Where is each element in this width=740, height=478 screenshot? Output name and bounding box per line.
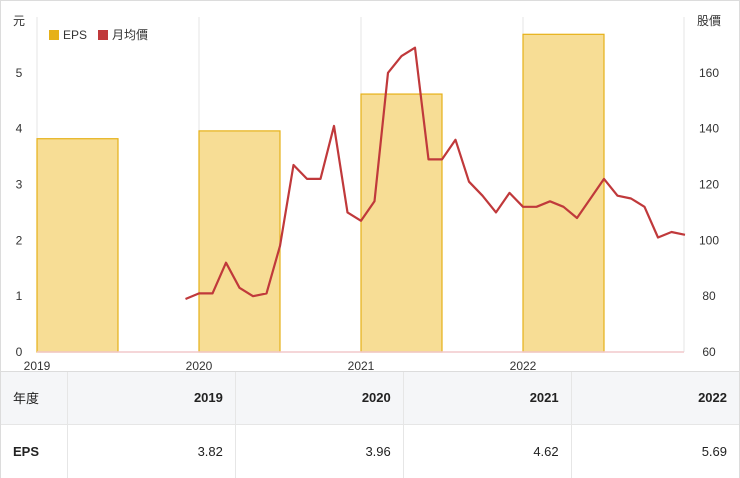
x-tick-label-2022: 2022 [510, 359, 537, 371]
eps-data-table: 年度 2019 2020 2021 2022 EPS 3.82 3.96 4.6… [1, 372, 739, 478]
header-year-label: 年度 [1, 372, 68, 424]
header-col-2020: 2020 [235, 372, 404, 424]
legend-swatch-1 [98, 30, 108, 40]
price-line [185, 46, 686, 301]
header-col-2019: 2019 [67, 372, 236, 424]
right-tick-label-160: 160 [699, 66, 719, 80]
eps-bar-2021 [360, 93, 443, 353]
eps-price-chart: 0 1 2 3 4 5 60 80 100 120 140 160 元 股價 2019 2020 2021 202… [0, 0, 740, 372]
legend-swatch-0 [49, 30, 59, 40]
left-tick-label-3: 3 [16, 178, 23, 192]
legend-label-0: EPS [63, 28, 87, 42]
table-row: EPS 3.82 3.96 4.62 5.69 [1, 424, 739, 478]
x-tick-label-2021: 2021 [348, 359, 375, 371]
right-tick-label-100: 100 [699, 233, 719, 247]
x-tick-label-2019: 2019 [24, 359, 51, 371]
left-tick-label-5: 5 [16, 66, 23, 80]
chart-canvas: 0 1 2 3 4 5 60 80 100 120 140 160 元 股價 2019 2020 2021 202… [13, 14, 721, 371]
header-col-2021: 2021 [403, 372, 572, 424]
eps-table: 年度 2019 2020 2021 2022 EPS 3.82 3.96 4.6… [0, 372, 740, 478]
left-tick-label-2: 2 [16, 233, 23, 247]
right-tick-label-60: 60 [702, 345, 716, 359]
eps-bar-2019 [36, 138, 119, 353]
right-tick-label-120: 120 [699, 178, 719, 192]
cell-eps-2020: 3.96 [235, 424, 404, 478]
left-tick-label-0: 0 [16, 345, 23, 359]
right-axis-unit: 股價 [697, 14, 721, 28]
cell-eps-2019: 3.82 [67, 424, 236, 478]
cell-eps-2022: 5.69 [701, 443, 727, 459]
legend-label-1: 月均價 [112, 28, 148, 42]
eps-bar-2022 [522, 33, 605, 353]
x-tick-label-2020: 2020 [186, 359, 213, 371]
left-tick-label-1: 1 [16, 289, 23, 303]
left-axis-unit: 元 [13, 14, 25, 28]
row-label-eps: EPS [1, 424, 68, 478]
header-col-2022: 2022 [698, 390, 727, 406]
left-tick-label-4: 4 [16, 122, 23, 136]
eps-bar-2020 [198, 130, 281, 353]
table-header-row: 年度 2019 2020 2021 2022 [1, 372, 739, 424]
cell-eps-2021: 4.62 [403, 424, 572, 478]
right-tick-label-140: 140 [699, 122, 719, 136]
right-tick-label-80: 80 [702, 289, 716, 303]
